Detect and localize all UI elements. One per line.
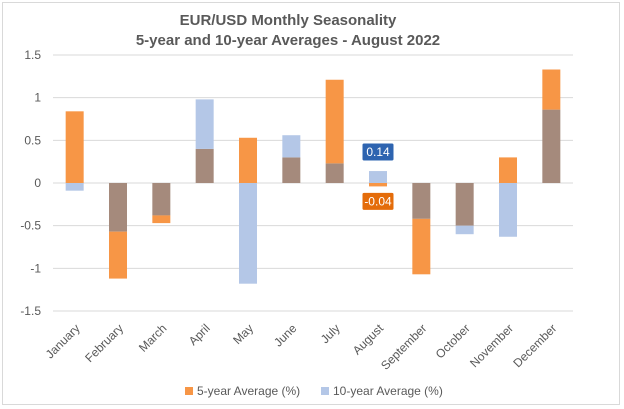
x-tick-label-july: July <box>318 321 343 346</box>
bar-5-year-december <box>542 69 561 110</box>
y-tick-label: 0 <box>34 176 41 190</box>
callout-box-5-year <box>361 191 395 211</box>
bar-overlap-september <box>412 183 431 219</box>
bar-overlap-april <box>195 148 214 183</box>
x-tick-label-march: March <box>136 321 169 354</box>
bar-5-year-august <box>369 183 387 187</box>
x-tick-label-november: November <box>467 321 516 370</box>
legend: 5-year Average (%) 10-year Average (%) <box>185 384 443 398</box>
y-tick-label: -0.5 <box>20 219 41 233</box>
bar-10-year-may <box>239 183 257 284</box>
x-tick-label-january: January <box>43 321 83 361</box>
legend-label-10-year: 10-year Average (%) <box>333 384 443 398</box>
x-tick-label-december: December <box>510 321 559 370</box>
x-tick-label-may: May <box>230 321 256 347</box>
bar-5-year-march <box>152 215 171 224</box>
bar-10-year-november <box>499 183 517 237</box>
bar-5-year-january <box>65 111 84 183</box>
bar-overlap-june <box>282 157 301 183</box>
bar-10-year-january <box>65 183 84 191</box>
callout-label-5-year: -0.04 <box>364 194 392 208</box>
y-tick-label: -1 <box>30 261 41 275</box>
y-tick-label: 0.5 <box>24 133 41 147</box>
callout-box-10-year <box>361 142 395 162</box>
x-tick-label-april: April <box>186 321 213 348</box>
callout-label-10-year: 0.14 <box>366 145 390 159</box>
grid-layer: 1.5 1 0.5 0 -0.5 -1 -1.5 <box>20 48 573 318</box>
y-tick-label: 1 <box>34 91 41 105</box>
x-tick-label-june: June <box>271 321 300 350</box>
chart-subtitle: 5-year and 10-year Averages - August 202… <box>136 32 440 49</box>
bar-5-year-september <box>412 218 431 275</box>
bar-overlap-february <box>109 183 127 232</box>
x-tick-label-august: August <box>350 321 387 358</box>
bar-overlap-october <box>455 183 474 226</box>
x-tick-label-october: October <box>433 321 473 361</box>
x-tick-label-september: September <box>378 321 429 372</box>
bar-10-year-october <box>455 225 474 235</box>
bar-layer <box>65 69 561 284</box>
bar-10-year-april <box>195 99 214 149</box>
callout-layer: 0.14 -0.04 <box>361 142 395 211</box>
y-tick-label: 1.5 <box>24 48 41 62</box>
bar-overlap-july <box>325 163 344 183</box>
bar-5-year-july <box>325 79 344 164</box>
bar-10-year-june <box>282 135 301 158</box>
legend-label-5-year: 5-year Average (%) <box>197 384 300 398</box>
legend-swatch-5-year <box>185 387 193 395</box>
x-tick-label-february: February <box>82 321 126 365</box>
bar-overlap-december <box>542 109 561 183</box>
y-tick-label: -1.5 <box>20 304 41 318</box>
bar-overlap-march <box>152 183 171 216</box>
x-axis-labels: January February March April May June July Augu… <box>43 321 560 373</box>
bar-5-year-february <box>109 231 127 279</box>
bar-10-year-august <box>369 171 387 183</box>
bar-5-year-may <box>239 137 257 183</box>
chart-title: EUR/USD Monthly Seasonality <box>180 12 397 29</box>
legend-swatch-10-year <box>321 387 329 395</box>
chart-frame: EUR/USD Monthly Seasonality 5-year and 1… <box>2 2 620 405</box>
bar-5-year-november <box>499 157 517 183</box>
chart-svg: EUR/USD Monthly Seasonality 5-year and 1… <box>20 12 573 398</box>
